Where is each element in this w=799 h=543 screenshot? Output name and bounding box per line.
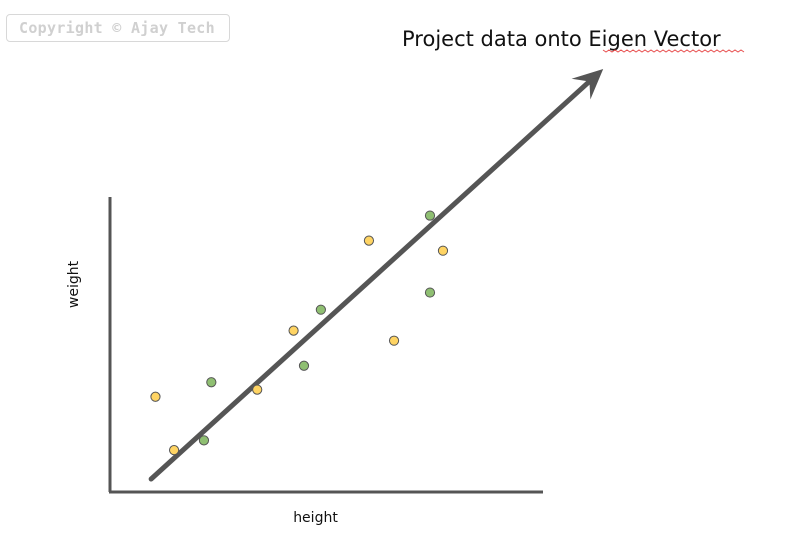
- data-point-green-5: [424, 287, 436, 298]
- x-axis-label: height: [293, 510, 338, 526]
- data-point-yellow-2: [168, 445, 180, 456]
- data-point-green-6: [424, 210, 436, 221]
- y-axis-label: weight: [66, 260, 82, 308]
- eigen-vector-line: [148, 79, 592, 482]
- data-point-green-4: [315, 304, 326, 315]
- data-point-green-2: [198, 435, 210, 446]
- data-point-yellow-1: [150, 391, 161, 402]
- data-point-yellow-5: [363, 235, 375, 246]
- copyright-watermark: Copyright © Ajay Tech: [6, 14, 230, 42]
- arrow-head-icon: [571, 68, 604, 100]
- spellcheck-underline: [602, 49, 745, 53]
- data-point-yellow-7: [437, 245, 449, 256]
- data-points: [150, 210, 449, 456]
- data-point-green-1: [206, 377, 217, 388]
- eigen-vector-arrow: [148, 68, 604, 482]
- data-point-yellow-6: [388, 335, 400, 346]
- axes: [108, 197, 543, 494]
- data-point-yellow-4: [288, 325, 299, 336]
- data-point-green-3: [298, 360, 310, 371]
- data-point-yellow-3: [252, 384, 263, 395]
- diagram-title: Project data onto Eigen Vector: [402, 27, 721, 51]
